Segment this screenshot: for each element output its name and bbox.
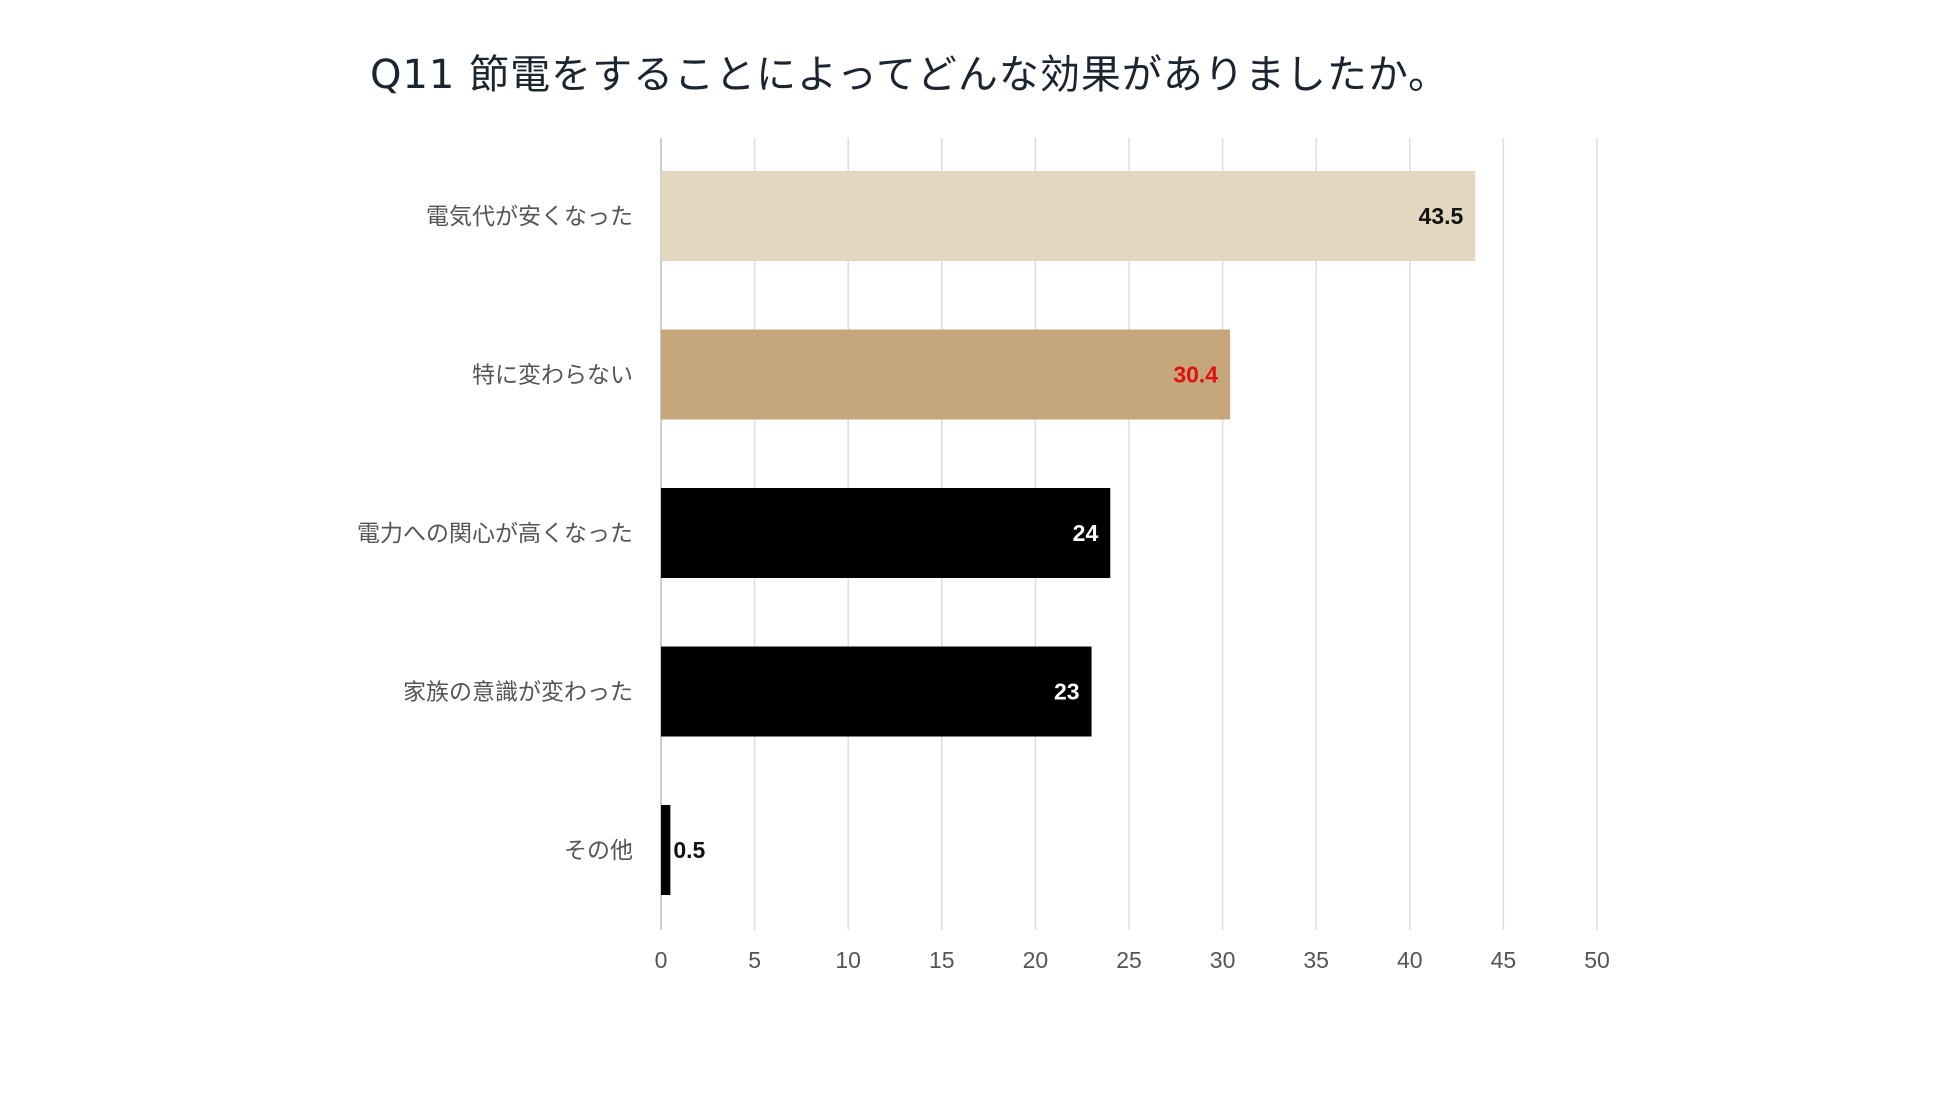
category-label: 電気代が安くなった <box>426 204 633 230</box>
bar <box>661 805 671 895</box>
data-label: 0.5 <box>673 837 705 863</box>
labels: 0 5 10 15 20 25 30 35 40 45 50 電気代が安くなった 43.5 特に変わらない… <box>357 203 1610 973</box>
data-label: 23 <box>1054 679 1080 705</box>
category-label: 家族の意識が変わった <box>403 680 633 706</box>
x-tick-label: 0 <box>655 947 668 973</box>
bar <box>661 171 1476 261</box>
x-tick-label: 20 <box>1023 947 1049 973</box>
x-tick-label: 5 <box>748 947 761 973</box>
data-label: 30.4 <box>1173 362 1218 388</box>
chart-title: Q11 節電をすることによってどんな効果がありましたか。 <box>370 52 1450 98</box>
x-tick-label: 35 <box>1303 947 1329 973</box>
x-tick-label: 10 <box>835 947 861 973</box>
x-tick-label: 15 <box>929 947 955 973</box>
data-label: 43.5 <box>1419 203 1464 229</box>
x-tick-label: 25 <box>1116 947 1142 973</box>
x-tick-label: 45 <box>1491 947 1517 973</box>
category-label: 特に変わらない <box>472 363 633 389</box>
bars <box>661 171 1476 895</box>
x-tick-label: 50 <box>1584 947 1610 973</box>
x-tick-label: 40 <box>1397 947 1423 973</box>
x-tick-label: 30 <box>1210 947 1236 973</box>
bar <box>661 488 1111 578</box>
bar <box>661 646 1092 737</box>
data-label: 24 <box>1073 520 1099 546</box>
category-label: 電力への関心が高くなった <box>357 521 633 547</box>
bar <box>661 329 1231 420</box>
category-label: その他 <box>564 838 633 864</box>
